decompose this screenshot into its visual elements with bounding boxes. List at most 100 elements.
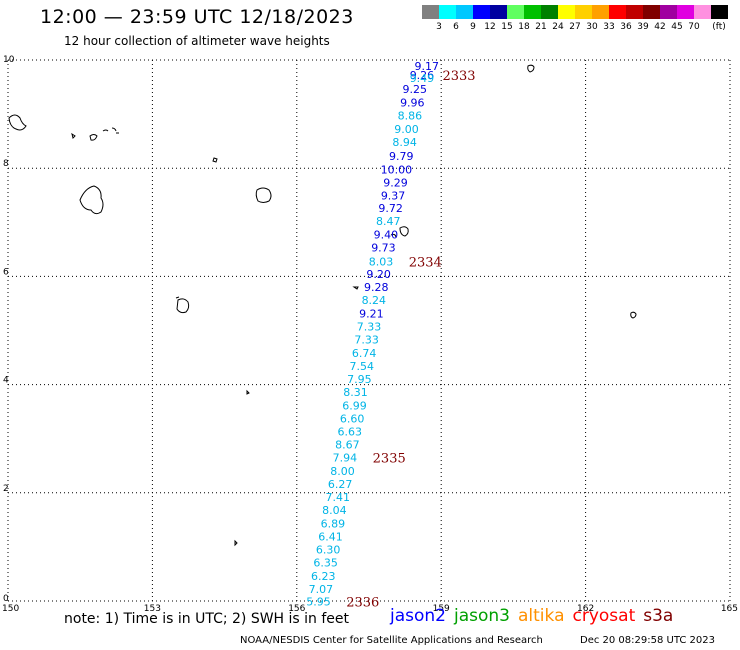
swh-value: 8.00 <box>330 465 355 478</box>
scale-label: 27 <box>569 22 581 32</box>
pass-time-label: 2333 <box>442 69 475 84</box>
coastlines <box>8 64 637 547</box>
scale-swatch <box>473 5 490 19</box>
scale-label: 21 <box>535 22 547 32</box>
scale-label: 12 <box>484 22 496 32</box>
scale-swatch <box>490 5 507 19</box>
scale-label: 36 <box>620 22 632 32</box>
swh-value: 7.41 <box>325 491 350 504</box>
island-outline <box>390 226 409 238</box>
swh-value: 9.37 <box>381 189 406 202</box>
scale-label: 39 <box>637 22 649 32</box>
scale-label: 70 <box>688 22 700 32</box>
swh-value: 9.40 <box>374 229 399 242</box>
satellite-legend: jason2 jason3 altika cryosat s3a <box>390 606 681 626</box>
swh-value: 6.89 <box>321 518 346 531</box>
swh-value: 6.99 <box>342 400 367 413</box>
swh-value: 8.04 <box>322 504 347 517</box>
x-tick-label: 150 <box>2 604 19 614</box>
scale-swatch <box>456 5 473 19</box>
scale-swatch <box>643 5 660 19</box>
x-tick-label: 165 <box>721 604 738 614</box>
y-tick-label: 10 <box>3 55 15 65</box>
scale-swatch <box>609 5 626 19</box>
swh-value: 9.00 <box>394 123 419 136</box>
swh-value: 6.35 <box>313 557 338 570</box>
swh-value: 8.03 <box>369 255 394 268</box>
swh-value: 9.73 <box>371 242 396 255</box>
y-tick-label: 0 <box>3 594 9 604</box>
island-outline <box>246 389 250 395</box>
x-tick-label: 159 <box>433 604 450 614</box>
swh-value: 8.47 <box>376 215 401 228</box>
island-outline <box>175 296 190 314</box>
swh-value: 7.33 <box>357 321 382 334</box>
pass-time-label: 2336 <box>346 596 379 611</box>
island-outline <box>102 127 119 134</box>
island-outline <box>234 539 238 547</box>
swh-value: 6.41 <box>318 531 343 544</box>
y-tick-label: 4 <box>3 376 9 386</box>
swh-value: 7.94 <box>333 452 358 465</box>
scale-unit-label: (ft) <box>712 22 726 32</box>
satellite-jason3: jason3 <box>454 606 510 626</box>
island-outline <box>630 311 637 319</box>
credit-line: NOAA/NESDIS Center for Satellite Applica… <box>240 635 543 646</box>
y-tick-label: 8 <box>3 159 9 169</box>
y-tick-label: 6 <box>3 267 9 277</box>
scale-label: 45 <box>671 22 683 32</box>
island-outline <box>8 114 27 131</box>
swh-value: 8.94 <box>392 136 417 149</box>
swh-value: 10.00 <box>381 163 413 176</box>
island-outline <box>71 132 76 139</box>
generated-timestamp: Dec 20 08:29:58 UTC 2023 <box>580 635 715 646</box>
scale-label: 42 <box>654 22 666 32</box>
swh-value: 9.28 <box>364 281 389 294</box>
scale-label: 15 <box>501 22 513 32</box>
scale-label: 30 <box>586 22 598 32</box>
pass-time-label: 2334 <box>409 255 442 270</box>
swh-value: 6.74 <box>352 347 377 360</box>
swh-value: 6.23 <box>311 570 336 583</box>
swh-value: 6.63 <box>337 426 362 439</box>
satellite-jason2: jason2 <box>390 606 446 626</box>
page-subtitle: 12 hour collection of altimeter wave hei… <box>64 34 330 48</box>
scale-swatch <box>660 5 677 19</box>
swh-value: 6.27 <box>328 478 353 491</box>
satellite-s3a: s3a <box>643 606 674 626</box>
scale-swatch <box>558 5 575 19</box>
footnote: note: 1) Time is in UTC; 2) SWH is in fe… <box>64 611 350 627</box>
swh-value: 9.25 <box>402 83 427 96</box>
swh-value: 7.95 <box>347 373 372 386</box>
swh-value: 7.07 <box>309 583 334 596</box>
wave-observations: 9.179.269.499.259.968.869.008.949.7910.0… <box>306 60 439 609</box>
swh-value: 9.96 <box>400 97 425 110</box>
swh-value: 6.30 <box>316 544 341 557</box>
swh-value: 8.67 <box>335 439 360 452</box>
scale-swatch <box>592 5 609 19</box>
island-outline <box>212 157 218 163</box>
swh-value: 9.49 <box>410 72 435 85</box>
swh-value: 5.95 <box>306 596 331 609</box>
swh-value: 9.21 <box>359 308 384 321</box>
scale-swatch <box>524 5 541 19</box>
swh-value: 9.20 <box>366 268 391 281</box>
x-tick-label: 153 <box>144 604 161 614</box>
swh-value: 9.29 <box>383 176 408 189</box>
island-outline <box>255 187 272 203</box>
page-title: 12:00 — 23:59 UTC 12/18/2023 <box>40 6 354 28</box>
scale-label: 9 <box>470 22 476 32</box>
y-tick-label: 2 <box>3 484 9 494</box>
scale-swatch <box>439 5 456 19</box>
swh-value: 8.24 <box>362 294 387 307</box>
swh-value: 7.33 <box>354 334 379 347</box>
swh-value: 6.60 <box>340 413 365 426</box>
swh-value: 9.17 <box>415 60 440 73</box>
swh-value: 7.54 <box>350 360 375 373</box>
scale-swatch <box>626 5 643 19</box>
scale-swatch <box>711 5 728 19</box>
island-outline <box>79 185 104 215</box>
scale-label: 24 <box>552 22 564 32</box>
swh-value: 9.79 <box>389 150 414 163</box>
